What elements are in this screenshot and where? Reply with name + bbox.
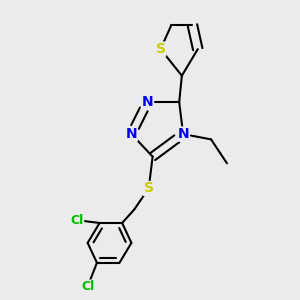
Text: Cl: Cl (81, 280, 94, 293)
Text: N: N (142, 95, 153, 109)
Text: N: N (126, 127, 137, 141)
Text: S: S (144, 182, 154, 196)
Text: Cl: Cl (70, 214, 84, 227)
Text: N: N (177, 127, 189, 141)
Text: S: S (156, 42, 166, 56)
